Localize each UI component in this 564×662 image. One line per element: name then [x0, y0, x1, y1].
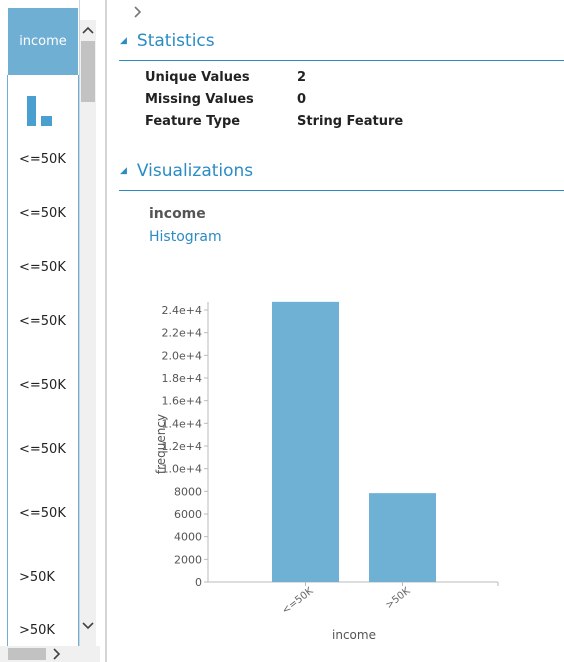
visualizations-section-header[interactable]: ◢ Visualizations: [120, 161, 253, 181]
collapse-triangle-icon: ◢: [120, 166, 127, 176]
column-cell[interactable]: <=50K: [19, 206, 66, 221]
column-cell[interactable]: >50K: [19, 570, 55, 585]
stat-value-missing-values: 0: [297, 92, 307, 107]
y-tick-label: 1.6e+4: [162, 395, 202, 408]
panel-divider[interactable]: [105, 0, 107, 662]
vertical-scrollbar-thumb[interactable]: [81, 41, 95, 102]
histogram-link[interactable]: Histogram: [149, 229, 222, 245]
y-tick-label: 2.4e+4: [162, 304, 202, 317]
stat-label-feature-type: Feature Type: [145, 114, 241, 129]
histogram-bar: [369, 493, 436, 582]
histogram-bar: [272, 301, 339, 582]
scroll-down-icon[interactable]: [82, 620, 94, 632]
x-tick-label: <=50K: [280, 585, 316, 616]
visualizations-title: Visualizations: [136, 161, 254, 181]
vertical-scrollbar[interactable]: [80, 20, 96, 646]
section-divider: [119, 190, 564, 191]
x-axis-label: income: [332, 628, 376, 642]
y-tick-label: 1.2e+4: [162, 440, 202, 453]
data-column-panel: [0, 0, 80, 646]
y-tick-label: 8000: [174, 485, 202, 498]
y-tick-label: 2.0e+4: [162, 349, 202, 362]
column-cell[interactable]: <=50K: [19, 442, 66, 457]
column-cell[interactable]: >50K: [19, 623, 55, 638]
column-selection-border-left: [7, 75, 8, 646]
scroll-right-icon[interactable]: [53, 648, 61, 662]
stat-value-feature-type: String Feature: [297, 114, 404, 129]
collapse-triangle-icon: ◢: [120, 36, 127, 46]
section-divider: [119, 60, 564, 61]
y-tick-label: 2.2e+4: [162, 327, 202, 340]
scroll-up-icon[interactable]: [82, 24, 94, 36]
stat-label-unique-values: Unique Values: [145, 70, 250, 85]
histogram-icon-bar: [27, 96, 36, 126]
column-cell[interactable]: <=50K: [19, 314, 66, 329]
column-cell[interactable]: <=50K: [19, 378, 66, 393]
column-selection-border-right: [78, 75, 79, 646]
statistics-title: Statistics: [136, 31, 215, 51]
column-cell[interactable]: <=50K: [19, 506, 66, 521]
y-tick-label: 1.4e+4: [162, 417, 202, 430]
column-header-income[interactable]: income: [8, 8, 78, 75]
column-cell[interactable]: <=50K: [19, 260, 66, 275]
y-axis-label: frequency: [154, 414, 168, 474]
y-tick-label: 4000: [174, 531, 202, 544]
y-tick-label: 6000: [174, 508, 202, 521]
y-tick-label: 2000: [174, 553, 202, 566]
y-tick-label: 1.0e+4: [162, 463, 202, 476]
horizontal-scrollbar-thumb[interactable]: [8, 648, 46, 660]
histogram-icon[interactable]: [27, 96, 53, 126]
histogram-icon-bar: [41, 116, 52, 126]
statistics-section-header[interactable]: ◢ Statistics: [120, 31, 215, 51]
histogram-chart: 0 2000 4000 6000 8000 1.0e+4 1.2e+4 1.4e+4 1.6e+…: [154, 301, 499, 642]
stat-value-unique-values: 2: [297, 70, 307, 85]
y-tick-label: 1.8e+4: [162, 372, 202, 385]
column-cell[interactable]: <=50K: [19, 152, 66, 167]
visualization-feature-name: income: [149, 206, 206, 222]
y-tick-label: 0: [195, 576, 202, 589]
expand-panel-icon[interactable]: [134, 6, 142, 20]
stat-label-missing-values: Missing Values: [145, 92, 254, 107]
x-tick-label: >50K: [384, 585, 413, 611]
